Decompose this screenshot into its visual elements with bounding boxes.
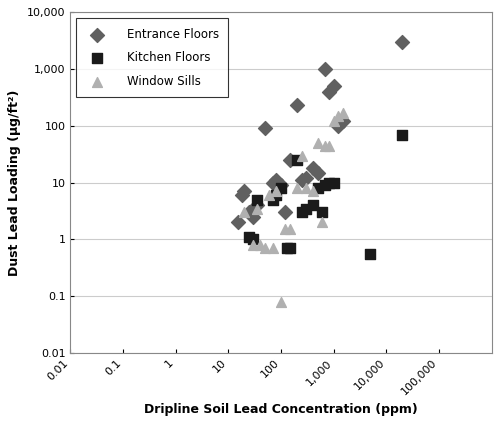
Window Sills (324, 142, 332, 149)
Kitchen Floors (308, 202, 316, 209)
Entrance Floors (250, 213, 258, 220)
Entrance Floors (334, 123, 342, 129)
Kitchen Floors (283, 245, 291, 251)
Window Sills (250, 242, 258, 248)
Kitchen Floors (324, 179, 332, 186)
Entrance Floors (314, 169, 322, 176)
Entrance Floors (277, 182, 285, 189)
Window Sills (302, 185, 310, 192)
Entrance Floors (238, 192, 246, 199)
Kitchen Floors (302, 205, 310, 212)
Entrance Floors (245, 209, 253, 216)
Window Sills (330, 118, 338, 125)
Entrance Floors (330, 83, 338, 89)
Kitchen Floors (250, 236, 258, 243)
Entrance Floors (308, 165, 316, 172)
Entrance Floors (398, 39, 406, 45)
Kitchen Floors (269, 196, 277, 203)
Entrance Floors (293, 102, 301, 109)
Window Sills (318, 219, 326, 226)
Kitchen Floors (277, 185, 285, 192)
Kitchen Floors (322, 182, 330, 189)
Y-axis label: Dust Lead Loading (μg/ft²): Dust Lead Loading (μg/ft²) (8, 89, 22, 276)
Entrance Floors (234, 219, 241, 226)
Window Sills (240, 209, 248, 216)
Kitchen Floors (298, 209, 306, 216)
Kitchen Floors (245, 234, 253, 240)
Entrance Floors (298, 177, 306, 184)
Entrance Floors (269, 179, 277, 186)
X-axis label: Dripline Soil Lead Concentration (ppm): Dripline Soil Lead Concentration (ppm) (144, 403, 418, 416)
Window Sills (281, 226, 289, 233)
Kitchen Floors (286, 245, 294, 251)
Window Sills (339, 109, 347, 116)
Kitchen Floors (253, 196, 261, 203)
Entrance Floors (240, 188, 248, 195)
Kitchen Floors (293, 157, 301, 164)
Entrance Floors (322, 66, 330, 73)
Window Sills (269, 245, 277, 251)
Legend: Entrance Floors, Kitchen Floors, Window Sills: Entrance Floors, Kitchen Floors, Window … (76, 18, 229, 98)
Window Sills (256, 242, 264, 248)
Window Sills (272, 188, 280, 195)
Entrance Floors (272, 177, 280, 184)
Window Sills (266, 192, 274, 199)
Window Sills (261, 245, 269, 251)
Window Sills (334, 112, 342, 119)
Window Sills (298, 152, 306, 159)
Entrance Floors (324, 88, 332, 95)
Window Sills (322, 142, 330, 149)
Entrance Floors (281, 209, 289, 216)
Kitchen Floors (272, 192, 280, 199)
Kitchen Floors (314, 185, 322, 192)
Kitchen Floors (318, 209, 326, 216)
Window Sills (277, 298, 285, 305)
Window Sills (308, 188, 316, 195)
Entrance Floors (302, 175, 310, 181)
Entrance Floors (339, 118, 347, 125)
Window Sills (253, 205, 261, 212)
Kitchen Floors (330, 179, 338, 186)
Kitchen Floors (398, 131, 406, 138)
Window Sills (314, 139, 322, 146)
Window Sills (286, 226, 294, 233)
Entrance Floors (286, 157, 294, 164)
Entrance Floors (253, 202, 261, 209)
Entrance Floors (261, 125, 269, 132)
Kitchen Floors (366, 251, 374, 258)
Window Sills (293, 185, 301, 192)
